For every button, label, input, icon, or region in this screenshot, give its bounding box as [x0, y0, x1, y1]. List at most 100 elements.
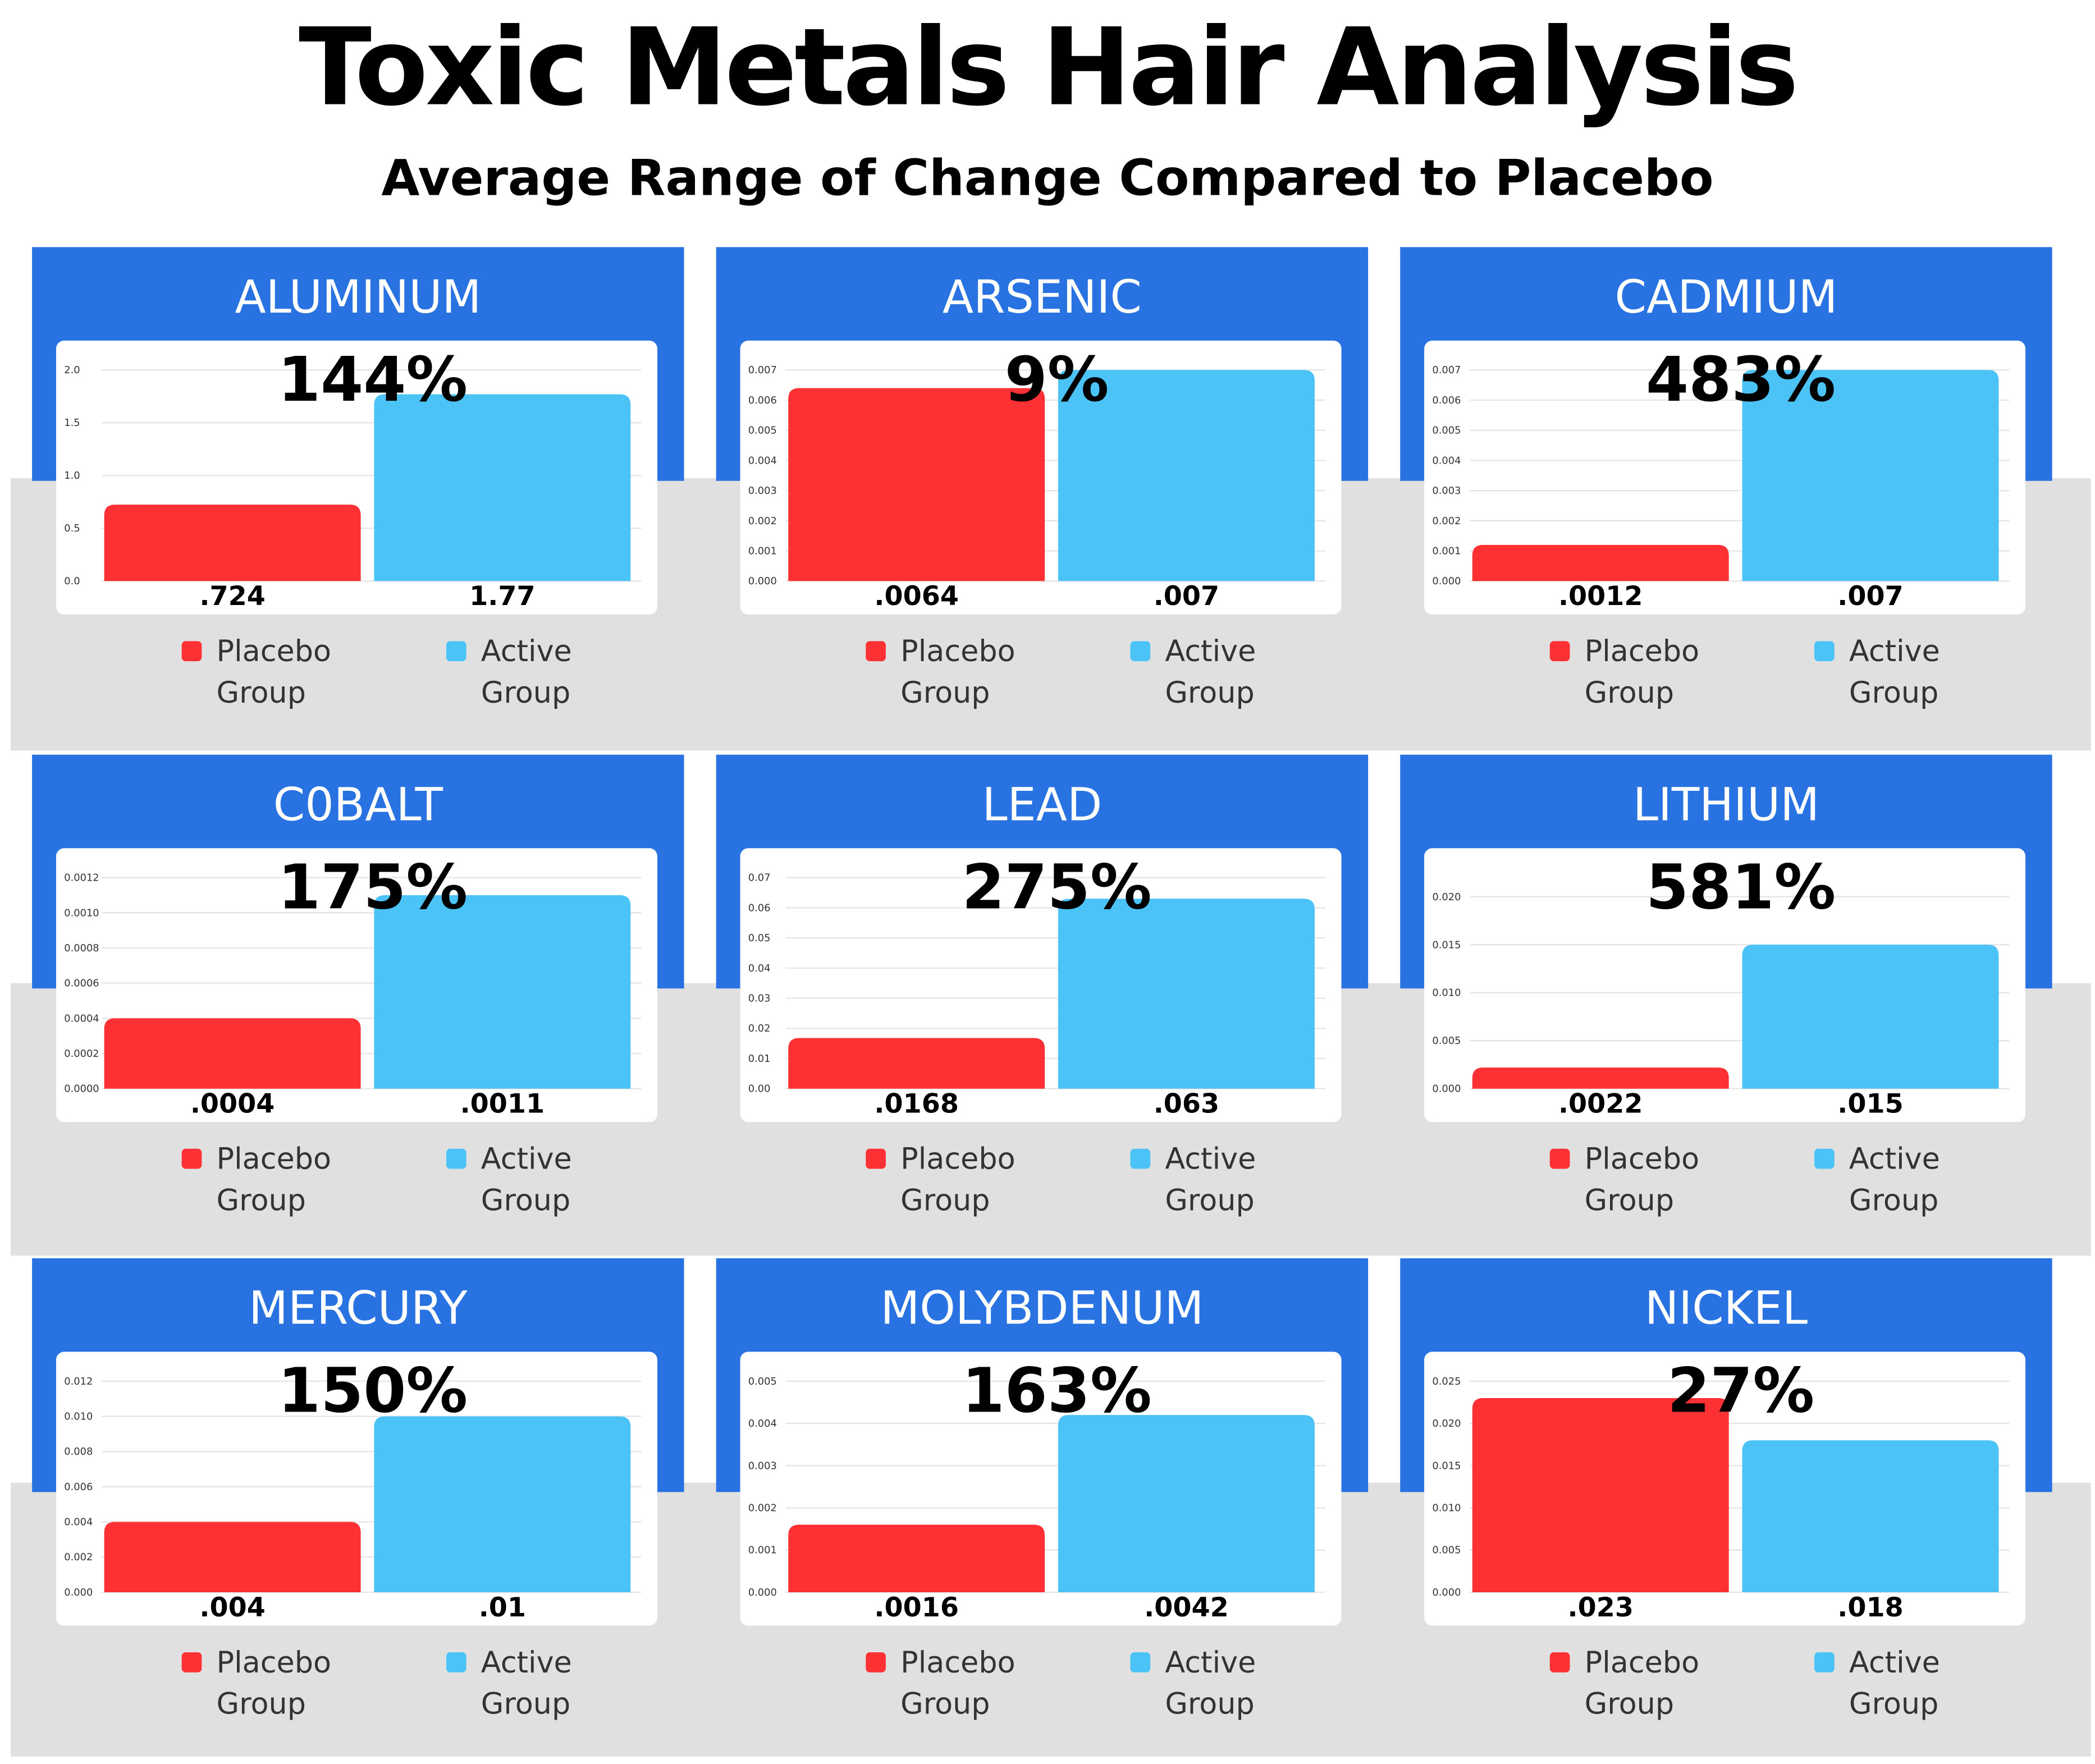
bar [1058, 1415, 1315, 1592]
bar [374, 394, 631, 581]
chart-title: LEAD [982, 778, 1103, 832]
legend-label: Active Group [1165, 1647, 1256, 1722]
annotation: 150% [277, 1354, 468, 1427]
y-tick-label: 0.008 [64, 1446, 93, 1458]
y-tick-label: 0.003 [748, 485, 777, 497]
y-tick-label: 0.004 [748, 455, 777, 466]
y-tick-label: 0.010 [1432, 1502, 1461, 1514]
chart-title: ALUMINUM [235, 271, 482, 325]
bar [1472, 1398, 1729, 1592]
legend-label: Placebo Group [216, 1647, 332, 1722]
chart-plot: 0.00 0.01 0.02 0.03 0.04 0.05 0.06 0.07 .0168 .06… [748, 872, 1325, 1120]
y-tick-label: 0.000 [1432, 575, 1461, 587]
chart-panel: MOLYBDENUM 0.000 0.001 0.002 0.003 0.004 0.005… [716, 1258, 1369, 1763]
legend-swatch [1549, 641, 1570, 662]
value-label: .063 [1154, 1089, 1219, 1120]
bar [374, 895, 631, 1089]
chart-title: MERCURY [249, 1282, 468, 1336]
y-tick-label: 0.006 [748, 395, 777, 406]
legend-item: Placebo Group [181, 1139, 364, 1222]
legend-swatch [1549, 1148, 1570, 1169]
legend-item: Placebo Group [866, 632, 1048, 715]
chart-card: 0.0000 0.0002 0.0004 0.0006 0.0008 0.0010 0.00… [56, 848, 657, 1122]
legend-label: Active Group [1849, 1143, 1940, 1218]
chart-plot: 0.000 0.002 0.004 0.006 0.008 0.010 0.012 .004.… [64, 1376, 642, 1623]
chart-plot: 0.0 0.5 1.0 1.5 2.0 .724 1.77 [64, 364, 642, 612]
chart-plot: 0.000 0.001 0.002 0.003 0.004 0.005 .0016 .0042 [748, 1376, 1325, 1623]
legend-item: Active Group [1814, 1643, 1996, 1726]
legend-label: Placebo Group [1584, 1647, 1700, 1722]
bar [1472, 544, 1729, 581]
value-label: .007 [1837, 581, 1903, 612]
legend-swatch [181, 1148, 202, 1169]
y-tick-label: 1.5 [64, 417, 80, 429]
y-tick-label: 0.02 [748, 1023, 771, 1034]
annotation: 581% [1646, 851, 1836, 923]
legend-swatch [866, 641, 886, 662]
y-tick-label: 0.005 [1432, 1545, 1461, 1556]
y-tick-label: 0.000 [64, 1587, 93, 1598]
y-tick-label: 0.020 [1432, 891, 1461, 903]
legend-label: Placebo Group [1584, 635, 1700, 711]
y-tick-label: 0.020 [1432, 1418, 1461, 1429]
y-tick-label: 0.000 [1432, 1083, 1461, 1095]
y-tick-label: 0.0004 [64, 1012, 99, 1024]
y-tick-label: 0.015 [1432, 1460, 1461, 1472]
y-tick-label: 0.025 [1432, 1376, 1461, 1387]
value-label: .018 [1837, 1592, 1903, 1623]
bar [788, 1038, 1045, 1089]
bar [104, 1018, 361, 1089]
chart-title: NICKEL [1644, 1282, 1808, 1336]
legend-swatch [181, 641, 202, 662]
legend-swatch [1549, 1652, 1570, 1673]
bar [104, 1522, 361, 1592]
bar [1742, 945, 1999, 1089]
legend-label: Placebo Group [1584, 1143, 1700, 1218]
legend-swatch [1130, 1148, 1151, 1169]
legend-label: Active Group [1165, 635, 1256, 711]
value-label: .0022 [1558, 1089, 1643, 1120]
y-tick-label: 0.003 [1432, 485, 1461, 497]
legend-label: Placebo Group [216, 635, 332, 711]
y-tick-label: 0.07 [748, 872, 771, 884]
y-tick-label: 0.005 [1432, 1035, 1461, 1047]
chart-plot: 0.000 0.001 0.002 0.003 0.004 0.005 0.006 0.007… [748, 364, 1325, 612]
annotation: 175% [277, 851, 468, 923]
chart-title: C0BALT [273, 778, 443, 832]
legend-item: Placebo Group [1549, 1139, 1732, 1222]
y-tick-label: 0.002 [748, 1502, 777, 1514]
legend-item: Placebo Group [181, 1643, 364, 1726]
chart-panel: LITHIUM 0.000 0.005 0.010 0.015 0.020 .0022 .01… [1400, 754, 2052, 1260]
legend-item: Placebo Group [181, 632, 364, 715]
legend-item: Active Group [446, 632, 628, 715]
y-tick-label: 0.0002 [64, 1048, 99, 1060]
y-tick-label: 0.002 [748, 515, 777, 527]
y-tick-label: 0.05 [748, 932, 771, 944]
y-tick-label: 0.010 [1432, 987, 1461, 999]
legend-label: Active Group [481, 635, 572, 711]
y-tick-label: 0.000 [1432, 1587, 1461, 1598]
annotation: 275% [962, 851, 1152, 923]
chart-panel: ALUMINUM 0.0 0.5 1.0 1.5 2.0 .724 1.77 144% Place… [32, 247, 684, 752]
y-tick-label: 0.001 [1432, 546, 1461, 557]
y-tick-label: 0.0000 [64, 1083, 99, 1095]
bar [1742, 1440, 1999, 1592]
chart-card: 0.000 0.005 0.010 0.015 0.020 0.025 .023 .018 [1424, 1351, 2026, 1626]
legend-item: Active Group [1814, 1139, 1996, 1222]
y-tick-label: 0.0008 [64, 942, 99, 954]
value-label: .004 [199, 1592, 265, 1623]
y-tick-label: 0.000 [748, 1587, 777, 1598]
value-label: .0011 [460, 1089, 545, 1120]
chart-plot: 0.0000 0.0002 0.0004 0.0006 0.0008 0.0010 0.00… [64, 872, 642, 1120]
y-tick-label: 0.5 [64, 523, 80, 534]
legend-item: Active Group [446, 1139, 628, 1222]
y-tick-label: 0.001 [748, 546, 777, 557]
legend-item: Active Group [1814, 632, 1996, 715]
value-label: .015 [1837, 1089, 1903, 1120]
y-tick-label: 0.06 [748, 902, 771, 914]
chart-panel: LEAD 0.00 0.01 0.02 0.03 0.04 0.05 0.06 0.07 .016… [716, 754, 1369, 1260]
value-label: .007 [1154, 581, 1219, 612]
y-tick-label: 0.03 [748, 992, 771, 1004]
bar [104, 505, 361, 581]
